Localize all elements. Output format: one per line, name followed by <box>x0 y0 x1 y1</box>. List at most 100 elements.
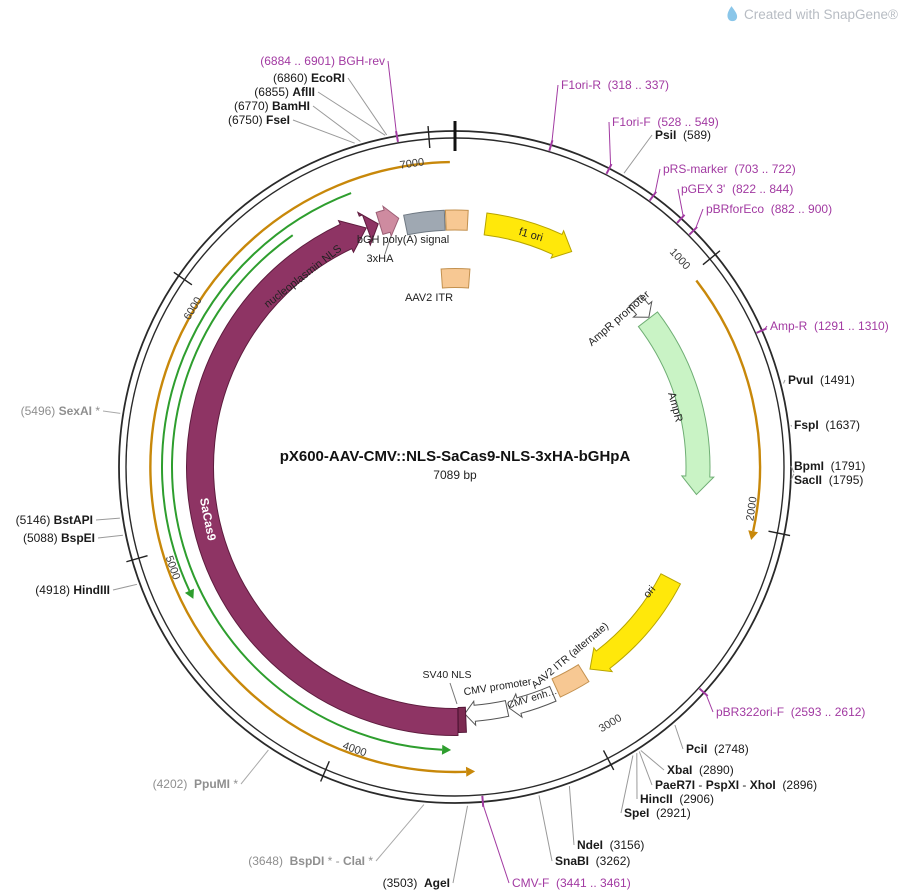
leader-line-4918-hindiii <box>112 583 138 591</box>
site-label-6770-bamhi[interactable]: (6770) BamHI <box>234 99 310 113</box>
site-label-pbrforeco-882-900[interactable]: pBRforEco (882 .. 900) <box>706 202 832 216</box>
feature-sv40-nls[interactable] <box>457 706 467 733</box>
site-label-5146-bstapi[interactable]: (5146) BstAPI <box>16 513 93 527</box>
site-label-fspi-1637[interactable]: FspI (1637) <box>794 418 860 432</box>
feature-leader-line-1 <box>449 682 458 705</box>
feature-label-bgh-poly-a-signal[interactable]: bGH poly(A) signal <box>357 234 449 246</box>
leader-line-paer7i-pspxi-xhoi-2896 <box>638 751 653 786</box>
leader-line-pbr322ori-f-2593-2612 <box>705 694 714 713</box>
position-label-1000: 1000 <box>667 246 692 272</box>
orf-arrowhead-icon-3 <box>184 588 194 599</box>
feature-aav2-itr[interactable] <box>440 268 471 289</box>
site-label-6860-ecori[interactable]: (6860) EcoRI <box>273 71 345 85</box>
leader-line-psii-589 <box>623 134 653 174</box>
feature-f1-ori[interactable] <box>483 212 573 259</box>
position-label-4000: 4000 <box>341 740 368 760</box>
site-label-pgex-3-822-844[interactable]: pGEX 3' (822 .. 844) <box>681 182 793 196</box>
feature-bgh-poly-a-signal[interactable] <box>403 209 446 236</box>
feature-aav2-itr-alternate[interactable] <box>551 663 590 698</box>
snapgene-watermark: Created with SnapGene® <box>724 5 898 24</box>
leader-line-6860-ecori <box>347 77 388 136</box>
site-label-hincii-2906[interactable]: HincII (2906) <box>640 792 714 806</box>
position-tick-3000 <box>602 750 615 771</box>
feature-ampr-promoter[interactable] <box>628 294 653 318</box>
site-label-3648-bspdi-clai[interactable]: (3648) BspDI * - ClaI * <box>248 854 373 868</box>
leader-line-5088-bspei <box>97 534 123 539</box>
site-label-cmv-f-3441-3461[interactable]: CMV-F (3441 .. 3461) <box>512 876 631 890</box>
leader-line-f1ori-f-528-549 <box>608 121 612 166</box>
orf-arc-1 <box>149 160 467 774</box>
position-tick-4000 <box>320 760 330 782</box>
site-label-6884-6901-bgh-rev[interactable]: (6884 .. 6901) BGH-rev <box>260 54 385 68</box>
site-label-4202-ppumi[interactable]: (4202) PpuMI * <box>153 777 239 791</box>
snapgene-logo-icon <box>727 6 738 22</box>
site-label-bpmi-1791[interactable]: BpmI (1791) <box>794 459 865 473</box>
feature-label-sv40-nls[interactable]: SV40 NLS <box>422 669 471 681</box>
site-label-6855-aflii[interactable]: (6855) AflII <box>254 85 315 99</box>
position-label-3000: 3000 <box>597 712 624 735</box>
plasmid-title-block: pX600-AAV-CMV::NLS-SaCas9-NLS-3xHA-bGHpA… <box>280 448 631 482</box>
leader-line-snabi-3262 <box>538 795 553 862</box>
leader-line-cmv-f-3441-3461 <box>482 804 510 884</box>
leader-line-6750-fsei <box>292 119 355 144</box>
site-label-prs-marker-703-722[interactable]: pRS-marker (703 .. 722) <box>663 162 796 176</box>
leader-line-5146-bstapi <box>95 517 120 521</box>
orf-arc-3 <box>161 192 352 592</box>
feature-cmv-promoter[interactable] <box>464 699 510 727</box>
site-label-paer7i-pspxi-xhoi-2896[interactable]: PaeR7I - PspXI - XhoI (2896) <box>655 778 817 792</box>
feature-aav2-itr[interactable] <box>444 209 469 231</box>
feature-ori[interactable] <box>589 573 682 673</box>
site-label-pvui-1491[interactable]: PvuI (1491) <box>788 373 855 387</box>
leader-line-pbrforeco-882-900 <box>695 208 704 229</box>
site-label-sacii-1795[interactable]: SacII (1795) <box>794 473 863 487</box>
leader-line-6884-6901-bgh-rev <box>387 60 397 134</box>
site-label-pbr322ori-f-2593-2612[interactable]: pBR322ori-F (2593 .. 2612) <box>716 705 865 719</box>
leader-line-prs-marker-703-722 <box>654 168 661 194</box>
watermark-text: Created with SnapGene® <box>743 7 898 22</box>
leader-line-xbai-2890 <box>640 750 665 771</box>
position-label-7000: 7000 <box>399 156 425 171</box>
leader-line-3648-bspdi-clai <box>375 804 425 862</box>
orf-arc-2 <box>695 279 762 532</box>
site-label-5496-sexai[interactable]: (5496) SexAI * <box>21 404 101 418</box>
site-label-psii-589[interactable]: PsiI (589) <box>655 128 711 142</box>
feature-label-aav2-itr[interactable]: AAV2 ITR <box>405 292 453 304</box>
feature-ampr[interactable] <box>637 311 715 496</box>
site-label-f1ori-r-318-337[interactable]: F1ori-R (318 .. 337) <box>561 78 669 92</box>
leader-line-spei-2921 <box>620 755 634 814</box>
feature-cmv-enhancer[interactable] <box>508 685 557 719</box>
site-label-6750-fsei[interactable]: (6750) FseI <box>228 113 290 127</box>
site-label-pcii-2748[interactable]: PciI (2748) <box>686 742 749 756</box>
feature-nucleoplasmin-nls[interactable] <box>356 211 379 247</box>
position-tick-2000 <box>768 530 791 537</box>
site-label-f1ori-f-528-549[interactable]: F1ori-F (528 .. 549) <box>612 115 719 129</box>
leader-line-pvui-1491 <box>783 379 786 384</box>
leader-line-6855-aflii <box>317 91 386 136</box>
leader-line-3503-agei <box>452 805 468 884</box>
feature-label-3xha[interactable]: 3xHA <box>367 253 395 265</box>
site-label-snabi-3262[interactable]: SnaBI (3262) <box>555 854 630 868</box>
site-label-spei-2921[interactable]: SpeI (2921) <box>624 806 691 820</box>
leader-line-6770-bamhi <box>312 105 361 142</box>
position-tick-6000 <box>173 271 193 286</box>
orf-arrowhead-icon-1 <box>465 766 476 777</box>
site-label-xbai-2890[interactable]: XbaI (2890) <box>667 763 734 777</box>
site-label-ndei-3156[interactable]: NdeI (3156) <box>577 838 644 852</box>
leader-line-5496-sexai <box>102 410 121 414</box>
plasmid-size: 7089 bp <box>433 468 477 482</box>
site-label-5088-bspei[interactable]: (5088) BspEI <box>23 531 95 545</box>
site-label-4918-hindiii[interactable]: (4918) HindIII <box>35 583 110 597</box>
position-tick-1000 <box>702 250 721 266</box>
feature-label-ampr-promoter[interactable]: AmpR promoter <box>586 289 653 349</box>
leader-line-pgex-3-822-844 <box>677 188 684 217</box>
leader-line-f1ori-r-318-337 <box>551 84 559 143</box>
position-tick-5000 <box>126 554 148 563</box>
site-label-amp-r-1291-1310[interactable]: Amp-R (1291 .. 1310) <box>770 319 889 333</box>
position-label-2000: 2000 <box>744 496 759 522</box>
feature-sacas9[interactable] <box>186 219 459 736</box>
position-label-5000: 5000 <box>163 554 183 581</box>
site-label-3503-agei[interactable]: (3503) AgeI <box>383 876 450 890</box>
feature-3xha[interactable] <box>375 204 400 238</box>
leader-line-4202-ppumi <box>240 749 269 785</box>
